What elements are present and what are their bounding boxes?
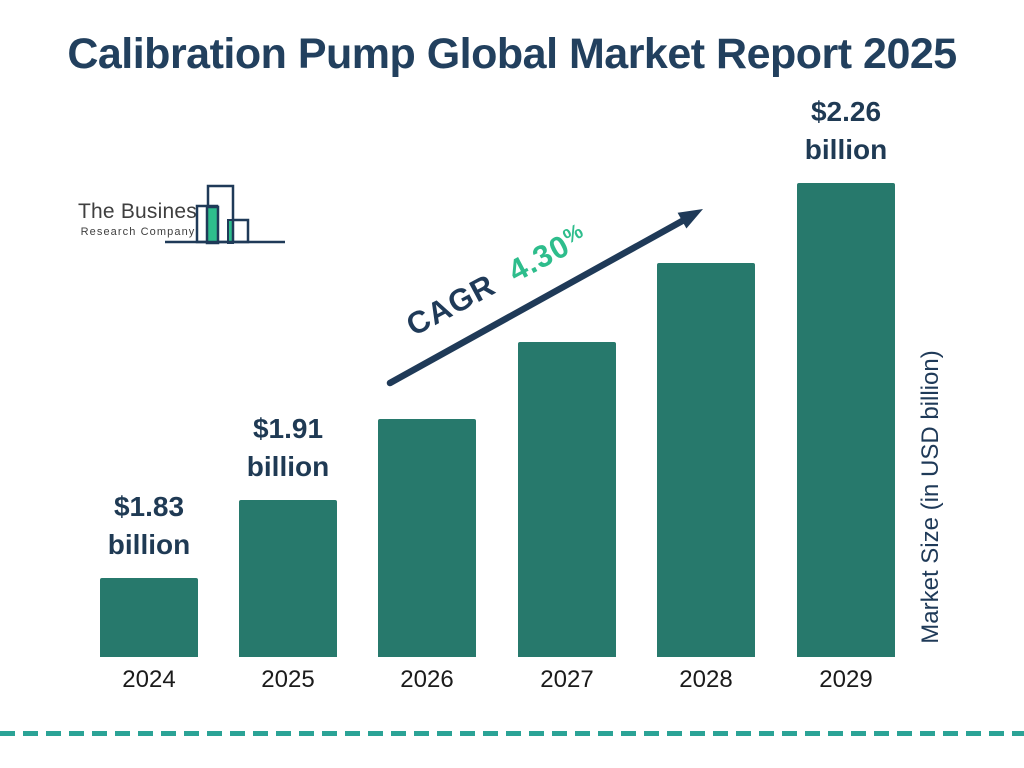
bar-2028: 2028	[657, 263, 755, 693]
company-logo-text: The Business Research Company	[78, 200, 208, 238]
bar-2026: 2026	[378, 419, 476, 693]
bar-value-label-2024: $1.83 billion	[108, 488, 190, 564]
x-tick-2029: 2029	[819, 666, 873, 693]
bar-2025: $1.91 billion 2025	[239, 413, 337, 693]
cagr-label: CAGR	[400, 267, 502, 343]
y-axis-label: Market Size (in USD billion)	[917, 350, 944, 644]
bar-unit-2024: billion	[107, 529, 191, 560]
x-tick-2026: 2026	[400, 666, 454, 693]
bar-value-label-2029: $2.26 billion	[805, 93, 887, 169]
bar-value-2025: $1.91	[252, 413, 324, 444]
bar-value-2029: $2.26	[810, 96, 882, 127]
x-tick-2027: 2027	[540, 666, 594, 693]
cagr-annotation: CAGR4.30%	[401, 218, 594, 343]
bar-2029: $2.26 billion 2029	[797, 96, 895, 693]
x-tick-2024: 2024	[122, 666, 176, 693]
page-title: Calibration Pump Global Market Report 20…	[67, 30, 957, 78]
bottom-dashed-divider	[0, 731, 1024, 736]
company-logo: The Business Research Company	[78, 184, 308, 252]
logo-name-line1: The Business	[78, 200, 208, 223]
bar-value-2024: $1.83	[113, 491, 185, 522]
logo-name-line2: Research Company	[80, 226, 196, 238]
logo-bars-icon	[165, 184, 285, 245]
bar-2024: $1.83 billion 2024	[100, 491, 198, 693]
bar-unit-2029: billion	[804, 134, 888, 165]
x-tick-2025: 2025	[261, 666, 315, 693]
cagr-value: 4.30%	[502, 219, 588, 289]
bar-value-label-2025: $1.91 billion	[247, 410, 329, 486]
bar-2027: 2027	[518, 342, 616, 693]
x-tick-2028: 2028	[679, 666, 733, 693]
bar-unit-2025: billion	[246, 451, 330, 482]
